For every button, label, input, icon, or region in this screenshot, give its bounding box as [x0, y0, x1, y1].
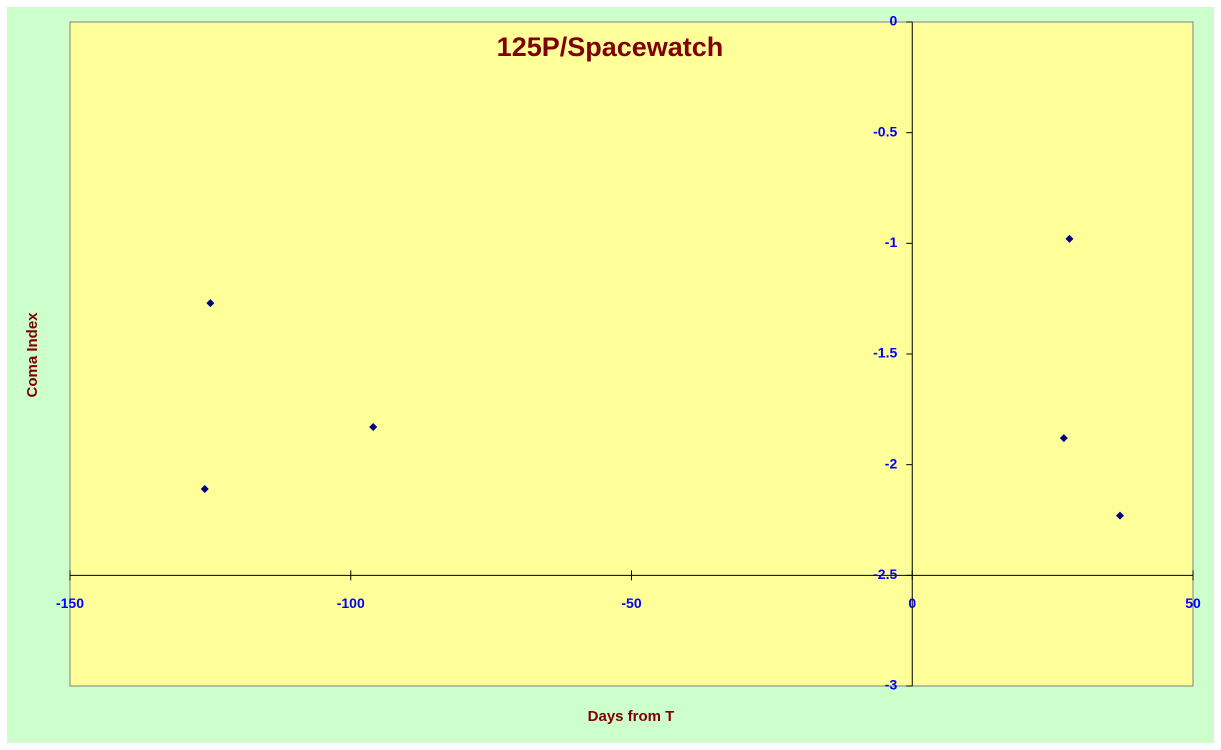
- data-point: [1116, 511, 1125, 520]
- y-tick-label: -2.5: [873, 566, 897, 582]
- y-tick-label: -3: [885, 677, 898, 693]
- x-tick-label: 0: [908, 595, 916, 611]
- x-tick-label: 50: [1185, 595, 1201, 611]
- y-tick-label: 0: [889, 13, 897, 29]
- y-tick-label: -1.5: [873, 345, 897, 361]
- data-point: [206, 299, 215, 308]
- chart-title: 125P/Spacewatch: [497, 32, 724, 62]
- data-point: [1065, 234, 1074, 243]
- y-tick-label: -0.5: [873, 123, 897, 139]
- data-point: [200, 485, 209, 494]
- data-point: [1059, 434, 1068, 443]
- y-axis-title: Coma Index: [24, 312, 41, 398]
- x-tick-label: -150: [56, 595, 84, 611]
- data-point: [369, 423, 378, 432]
- x-axis-title: Days from T: [588, 708, 675, 725]
- x-tick-label: -100: [337, 595, 365, 611]
- plot-area: [69, 21, 1194, 687]
- y-tick-label: -1: [885, 234, 898, 250]
- x-tick-label: -50: [621, 595, 641, 611]
- y-tick-label: -2: [885, 455, 898, 471]
